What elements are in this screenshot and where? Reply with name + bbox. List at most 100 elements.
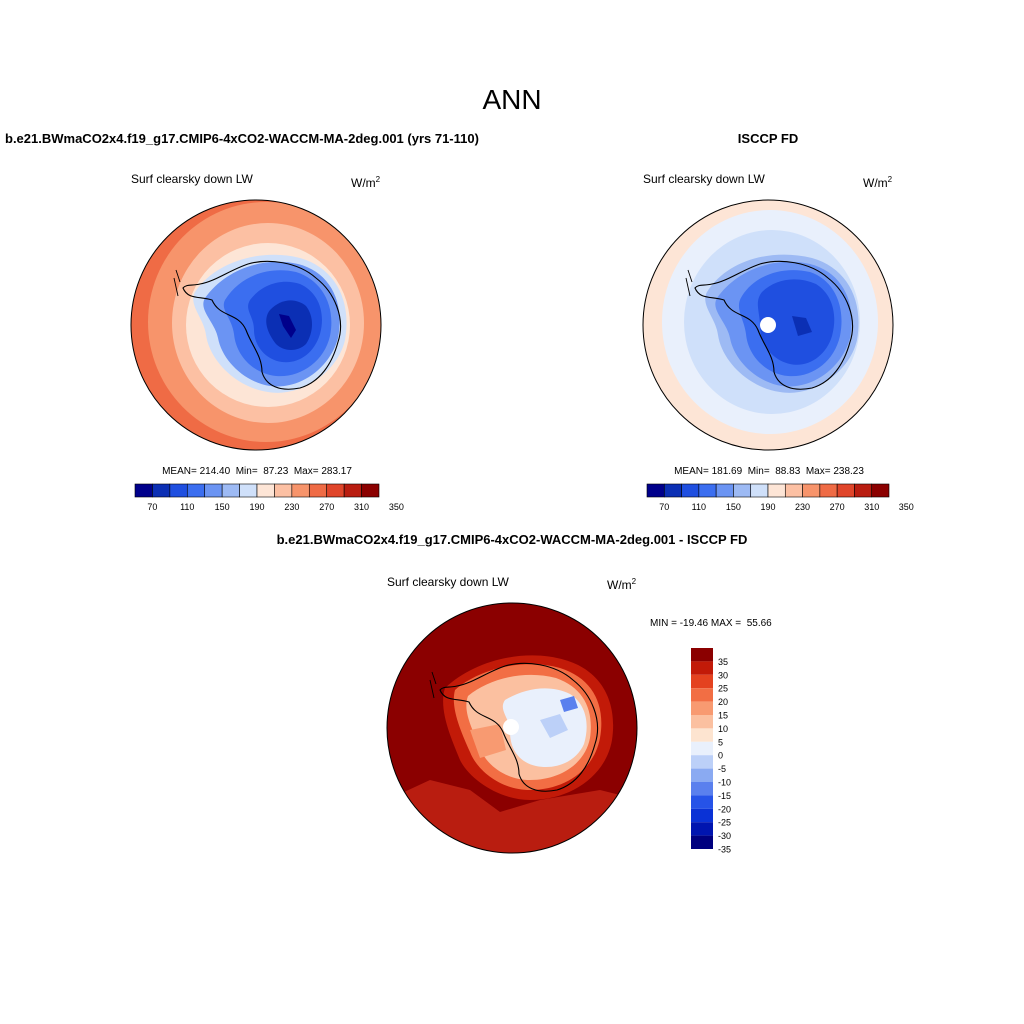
panel3-colorbar-swatch — [691, 822, 713, 836]
panel2-colorbar-tick-label: 270 — [830, 502, 845, 512]
panel1-map — [131, 200, 381, 450]
panel1-units: W/m2 — [351, 175, 380, 190]
panel1-colorbar-tick-label: 110 — [180, 502, 194, 512]
panel2-colorbar-tick-label: 190 — [760, 502, 775, 512]
panel1-colorbar-tick-label: 270 — [319, 502, 334, 512]
panel3-colorbar-swatch — [691, 808, 713, 823]
panel1-colorbar-swatch — [274, 483, 293, 498]
page-title: ANN — [482, 84, 542, 115]
panel3-units: W/m2 — [607, 577, 636, 592]
panel2-colorbar-swatch — [819, 483, 838, 498]
panel2-colorbar-swatch — [802, 483, 821, 498]
panel2-colorbar-swatch — [784, 483, 803, 498]
panel3-colorbar-tick-label: -30 — [718, 831, 731, 841]
panel1-colorbar-swatch — [186, 483, 206, 498]
panel1-var-label: Surf clearsky down LW — [131, 172, 253, 186]
panel3-stats: MIN = -19.46 MAX = 55.66 — [650, 618, 772, 629]
panel2-units-text: W/m — [863, 176, 888, 190]
panel2-colorbar-swatch — [733, 483, 752, 498]
panel3-colorbar-swatch — [691, 661, 713, 675]
panel1-colorbar-tick-label: 350 — [389, 502, 404, 512]
panel1-map-boundary — [130, 199, 382, 451]
panel3-map — [387, 603, 637, 853]
panel2-colorbar-tick-label: 70 — [659, 502, 669, 512]
panel1-colorbar-tick-label: 310 — [354, 502, 369, 512]
panel1-colorbar-swatch — [256, 483, 275, 498]
panel2-colorbar-tick-label: 110 — [692, 502, 706, 512]
panel2-colorbar-swatch — [750, 483, 769, 498]
panel2-colorbar-swatch — [715, 483, 734, 498]
panel1-colorbar-tick-label: 190 — [249, 502, 264, 512]
panel1-colorbar-swatch — [134, 483, 153, 498]
panel2-colorbar-swatch — [663, 483, 682, 498]
panel3-colorbar-tick-label: 10 — [718, 724, 728, 734]
panel3-colorbar-swatch — [691, 795, 713, 809]
panel1-colorbar-swatch — [152, 483, 171, 498]
panel2-colorbar-swatch — [698, 483, 717, 498]
panel1-units-sup: 2 — [375, 175, 381, 184]
panel2-colorbar-swatch — [646, 483, 665, 498]
panel2-colorbar-swatch — [681, 483, 700, 498]
panel1-colorbar-swatch — [326, 483, 345, 498]
panel3-colorbar-tick-label: 35 — [718, 657, 728, 667]
panel3-colorbar-tick-label: -5 — [718, 764, 726, 774]
panel3-colorbar-swatch — [691, 741, 713, 756]
panel1-colorbar-swatch — [169, 483, 188, 498]
panel3-map-boundary — [386, 602, 638, 854]
panel2-map — [643, 200, 893, 450]
panel3-colorbar-tick-label: -25 — [718, 818, 731, 828]
panel2-colorbar-swatch — [836, 483, 855, 498]
panel2-colorbar-tick-label: 350 — [899, 502, 914, 512]
panel1-colorbar-swatch — [239, 483, 258, 498]
panel1-colorbar-swatch — [361, 483, 380, 498]
panel1-colorbar: 70 110 150 190 230 270 310 350 — [134, 483, 404, 512]
panel3-units-sup: 2 — [631, 577, 637, 586]
panel2-colorbar-swatch — [871, 483, 890, 498]
panel3-colorbar: 35 30 25 20 15 10 5 0 -5 -10 -15 -20 -25 -30 -35 — [691, 648, 731, 855]
panel3-colorbar-tick-label: -15 — [718, 791, 731, 801]
panel3-colorbar-tick-label: -35 — [718, 845, 731, 855]
panel3-colorbar-tick-label: -10 — [718, 778, 731, 788]
panel3-colorbar-swatch — [691, 715, 713, 729]
panel3-colorbar-tick-label: 25 — [718, 684, 728, 694]
panel2-map-boundary — [642, 199, 894, 451]
panel3-colorbar-swatch — [691, 835, 713, 849]
panel2-units: W/m2 — [863, 175, 892, 190]
panel2-units-sup: 2 — [887, 175, 893, 184]
panel2-heading: ISCCP FD — [737, 131, 799, 146]
panel3-colorbar-tick-label: 0 — [718, 751, 723, 761]
panel3-colorbar-swatch — [691, 755, 713, 769]
panel3-colorbar-tick-label: 30 — [718, 670, 728, 680]
panel3-colorbar-swatch — [691, 701, 713, 715]
panel2-colorbar-swatch — [767, 483, 786, 498]
panel3-colorbar-swatch — [691, 768, 713, 782]
panel3-colorbar-tick-label: -20 — [718, 804, 731, 814]
panel3-colorbar-swatch — [691, 782, 713, 796]
panel3-colorbar-tick-label: 5 — [718, 737, 723, 747]
panel1-heading: b.e21.BWmaCO2x4.f19_g17.CMIP6-4xCO2-WACC… — [5, 131, 479, 146]
panel1-colorbar-tick-label: 150 — [215, 502, 230, 512]
panel1-units-text: W/m — [351, 176, 376, 190]
panel1-colorbar-swatch — [308, 483, 328, 498]
panel2-stats: MEAN= 181.69 Min= 88.83 Max= 238.23 — [674, 466, 864, 477]
panel3-colorbar-swatch — [691, 648, 713, 662]
panel1-colorbar-swatch — [291, 483, 310, 498]
panel1-colorbar-tick-label: 230 — [284, 502, 299, 512]
panel2-colorbar: 70 110 150 190 230 270 310 350 — [646, 483, 914, 512]
panel3-colorbar-swatch — [691, 674, 713, 689]
panel3-var-label: Surf clearsky down LW — [387, 575, 509, 589]
panel1-colorbar-swatch — [204, 483, 223, 498]
panel2-colorbar-tick-label: 230 — [795, 502, 810, 512]
panel2-colorbar-tick-label: 150 — [726, 502, 741, 512]
panel2-colorbar-swatch — [854, 483, 873, 498]
panel3-heading: b.e21.BWmaCO2x4.f19_g17.CMIP6-4xCO2-WACC… — [276, 532, 748, 547]
panel1-colorbar-swatch — [343, 483, 362, 498]
panel2-colorbar-tick-label: 310 — [864, 502, 879, 512]
panel3-units-text: W/m — [607, 578, 632, 592]
panel3-colorbar-tick-label: 20 — [718, 697, 728, 707]
panel2-var-label: Surf clearsky down LW — [643, 172, 765, 186]
panel1-colorbar-swatch — [221, 483, 240, 498]
panel3-colorbar-tick-label: 15 — [718, 711, 728, 721]
panel1-stats: MEAN= 214.40 Min= 87.23 Max= 283.17 — [162, 466, 352, 477]
